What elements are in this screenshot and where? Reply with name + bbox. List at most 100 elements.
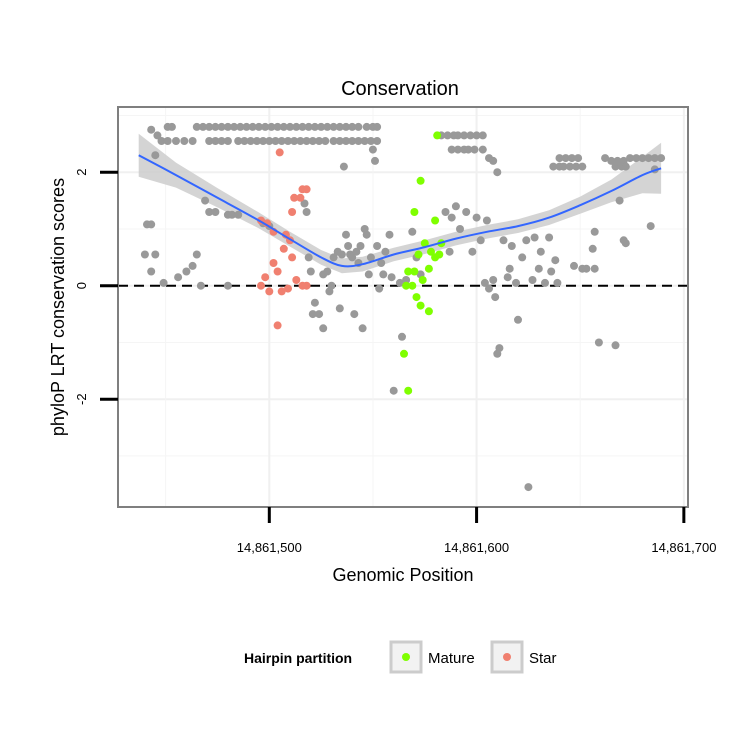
- data-point-other: [192, 250, 201, 259]
- data-point-mature: [433, 131, 442, 140]
- data-point-other: [489, 156, 498, 165]
- data-point-other: [590, 264, 599, 273]
- data-point-other: [147, 220, 156, 229]
- data-point-other: [472, 213, 481, 222]
- data-point-other: [555, 154, 564, 163]
- data-point-other: [368, 145, 377, 154]
- data-point-mature: [420, 239, 429, 248]
- data-point-other: [524, 483, 533, 492]
- data-point-other: [304, 122, 313, 131]
- data-point-other: [615, 196, 624, 205]
- data-point-other: [377, 259, 386, 267]
- data-point-star: [265, 287, 274, 296]
- data-point-other: [375, 284, 384, 293]
- data-point-other: [234, 210, 243, 219]
- data-point-other: [485, 284, 493, 293]
- series-other: [140, 122, 666, 492]
- data-point-other: [167, 122, 176, 131]
- data-point-other: [499, 236, 508, 245]
- data-point-other: [342, 137, 350, 145]
- data-point-other: [451, 202, 460, 211]
- legend-title: Hairpin partition: [244, 650, 352, 666]
- data-point-other: [236, 122, 245, 131]
- data-point-other: [565, 162, 574, 171]
- series-mature: [400, 131, 446, 395]
- data-point-star: [277, 287, 286, 296]
- data-point-other: [646, 222, 655, 231]
- data-point-other: [445, 247, 454, 256]
- data-point-other: [578, 162, 587, 171]
- data-point-other: [638, 154, 647, 163]
- data-point-star: [269, 259, 278, 267]
- data-point-star: [296, 193, 305, 202]
- data-point-other: [310, 122, 319, 131]
- smooth-line-layer: [138, 154, 662, 268]
- data-point-other: [408, 227, 417, 236]
- data-point-other: [518, 253, 527, 262]
- data-point-mature: [424, 307, 433, 316]
- legend-dot-star: [503, 653, 511, 661]
- data-point-mature: [424, 264, 433, 273]
- data-point-other: [304, 253, 313, 262]
- data-point-other: [242, 122, 251, 131]
- data-point-other: [443, 131, 452, 140]
- data-point-other: [329, 253, 338, 262]
- data-point-other: [507, 242, 516, 250]
- data-point-other: [321, 137, 330, 145]
- data-point-other: [354, 137, 363, 145]
- data-point-mature: [435, 250, 444, 259]
- data-point-other: [153, 131, 162, 140]
- data-point-mature: [427, 247, 435, 256]
- data-point-other: [644, 154, 653, 163]
- y-axis-ticks: 2 0 -2: [74, 169, 118, 405]
- data-point-other: [335, 137, 344, 145]
- data-point-other: [180, 137, 189, 145]
- data-point-other: [536, 247, 545, 256]
- legend: Hairpin partition Mature Star: [244, 640, 557, 674]
- data-point-other: [342, 230, 350, 239]
- data-point-mature: [404, 267, 413, 276]
- smooth-line: [138, 154, 662, 268]
- data-point-star: [273, 321, 282, 330]
- data-point-other: [621, 239, 630, 248]
- data-point-other: [284, 137, 292, 145]
- data-point-star: [261, 273, 270, 282]
- data-point-other: [379, 270, 388, 279]
- data-point-mature: [410, 267, 419, 276]
- points-layer: [140, 122, 666, 492]
- data-point-other: [298, 122, 307, 131]
- data-point-other: [302, 208, 311, 216]
- data-point-other: [528, 276, 537, 284]
- data-point-star: [292, 276, 301, 284]
- data-point-other: [273, 122, 282, 131]
- data-point-other: [323, 122, 332, 131]
- data-point-other: [626, 154, 634, 163]
- data-point-other: [205, 122, 214, 131]
- data-point-other: [441, 208, 450, 216]
- data-point-other: [223, 137, 232, 145]
- data-point-other: [621, 162, 630, 171]
- data-point-other: [522, 236, 531, 245]
- data-point-other: [541, 278, 549, 287]
- data-point-star: [302, 185, 311, 194]
- data-point-other: [151, 151, 160, 160]
- data-point-other: [277, 137, 286, 145]
- data-point-star: [279, 244, 288, 253]
- data-point-other: [447, 145, 456, 154]
- data-point-mature: [412, 293, 421, 302]
- data-point-other: [460, 131, 469, 140]
- data-point-other: [567, 154, 576, 163]
- data-point-other: [342, 122, 350, 131]
- data-point-star: [257, 281, 265, 290]
- data-point-mature: [400, 349, 408, 358]
- y-tick-label: 2: [74, 169, 89, 176]
- data-point-other: [551, 256, 560, 265]
- data-point-other: [476, 236, 485, 245]
- data-point-other: [360, 137, 369, 145]
- data-point-other: [317, 122, 326, 131]
- grid: [118, 107, 688, 507]
- data-point-other: [217, 137, 226, 145]
- data-point-other: [588, 244, 597, 253]
- data-point-other: [456, 225, 464, 233]
